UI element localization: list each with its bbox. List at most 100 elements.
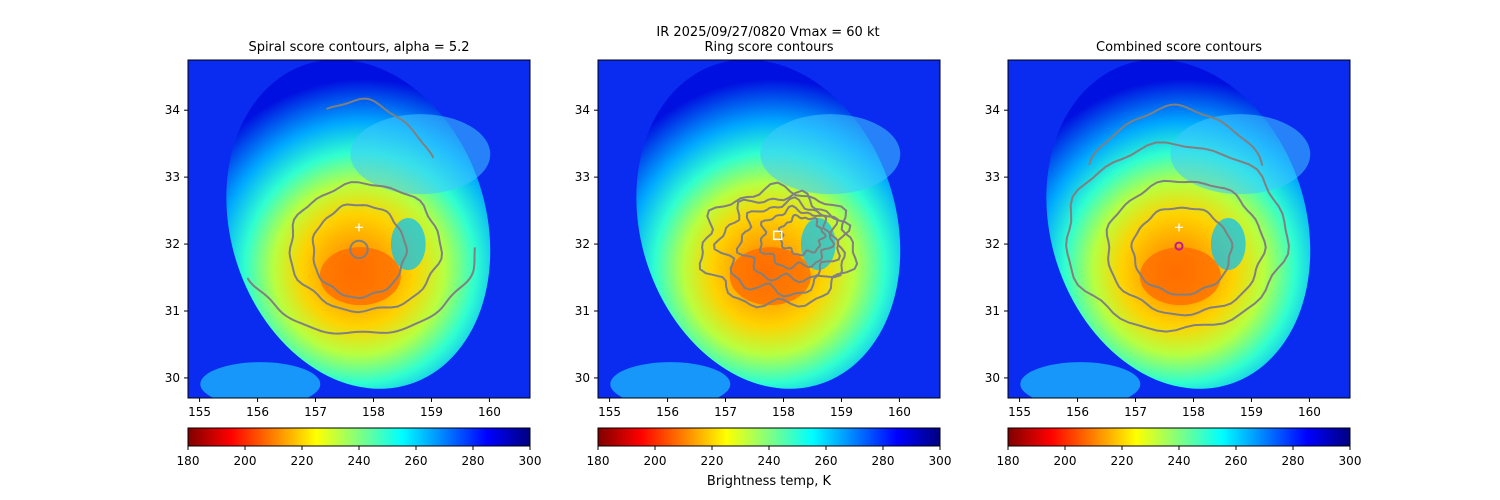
outer-band	[350, 114, 491, 195]
x-tick-label: 158	[772, 405, 795, 419]
x-tick-label: 159	[830, 405, 853, 419]
ir-image	[598, 60, 940, 398]
colorbar-tick-label: 240	[348, 454, 371, 468]
outer-band	[760, 114, 901, 195]
outer-band	[1170, 114, 1311, 195]
center-cross-marker	[1175, 223, 1183, 232]
contour-line	[246, 247, 476, 335]
center-circle-marker	[1174, 241, 1184, 251]
panel-2: Ring score contours 155 156 157 158 159 160 30 3…	[575, 40, 952, 468]
y-tick-label: 30	[165, 371, 180, 385]
y-tick-label: 33	[575, 170, 590, 184]
y-tick-label: 31	[575, 304, 590, 318]
x-tick-label: 160	[888, 405, 911, 419]
contour-line	[349, 239, 369, 260]
x-tick-label: 156	[656, 405, 679, 419]
contour-line	[311, 203, 409, 300]
y-tick-label: 30	[575, 371, 590, 385]
outer-band	[1020, 362, 1141, 398]
colorbar	[187, 427, 531, 447]
y-tick-label: 32	[575, 237, 590, 251]
contour-line	[735, 196, 841, 284]
panel-3: Combined score contours 155 156 157 158 159 16…	[985, 40, 1362, 468]
panel-title: Combined score contours	[1096, 40, 1262, 55]
panel-title: Spiral score contours, alpha = 5.2	[248, 40, 469, 55]
x-tick-label: 155	[1008, 405, 1031, 419]
colorbar-tick-label: 280	[872, 454, 895, 468]
axes-frame	[187, 59, 531, 399]
x-tick-label: 158	[1182, 405, 1205, 419]
colorbar-tick-label: 260	[815, 454, 838, 468]
y-tick-label: 34	[165, 103, 180, 117]
x-tick-label: 160	[1298, 405, 1321, 419]
contours	[1065, 103, 1290, 333]
x-tick-label: 158	[362, 405, 385, 419]
outer-band	[200, 362, 321, 398]
contour-line	[1065, 141, 1290, 333]
colorbar-tick-label: 200	[644, 454, 667, 468]
cold-core	[1139, 247, 1221, 306]
panel-1: Spiral score contours, alpha = 5.2 155 156…	[165, 40, 542, 468]
contour-line	[1088, 103, 1264, 166]
contour-line	[759, 204, 836, 270]
eye-region	[1210, 217, 1246, 271]
colorbar-tick-label: 220	[701, 454, 724, 468]
axes-frame	[1007, 59, 1351, 399]
center-cross-marker	[355, 223, 363, 232]
y-tick-label: 34	[985, 103, 1000, 117]
colorbar-tick-label: 180	[177, 454, 200, 468]
contour-line	[1105, 179, 1267, 317]
colorbar-tick-label: 200	[234, 454, 257, 468]
contour-line	[713, 189, 852, 298]
colorbar	[597, 427, 941, 447]
y-tick-label: 32	[165, 237, 180, 251]
x-tick-label: 157	[1124, 405, 1147, 419]
outer-band	[610, 362, 731, 398]
colorbar-label: Brightness temp, K	[707, 474, 832, 489]
y-tick-label: 33	[165, 170, 180, 184]
x-tick-label: 157	[304, 405, 327, 419]
y-tick-label: 31	[985, 304, 1000, 318]
contours	[698, 181, 859, 309]
y-tick-label: 33	[985, 170, 1000, 184]
ir-image	[188, 60, 530, 398]
contours	[246, 97, 476, 335]
contour-line	[326, 97, 435, 159]
contour-line	[288, 181, 444, 314]
cold-core	[319, 247, 401, 306]
colorbar-tick-label: 260	[405, 454, 428, 468]
colorbar-tick-label: 180	[997, 454, 1020, 468]
x-tick-label: 156	[246, 405, 269, 419]
contour-line	[1130, 206, 1234, 296]
colorbar-tick-label: 300	[929, 454, 952, 468]
x-tick-label: 157	[714, 405, 737, 419]
colorbar-tick-label: 260	[1225, 454, 1248, 468]
colorbar-tick-label: 280	[1282, 454, 1305, 468]
y-tick-label: 32	[985, 237, 1000, 251]
y-tick-label: 30	[985, 371, 1000, 385]
y-tick-label: 34	[575, 103, 590, 117]
figure-suptitle: IR 2025/09/27/0820 Vmax = 60 kt	[656, 25, 879, 40]
colorbar-tick-label: 300	[1339, 454, 1362, 468]
colorbar-tick-label: 280	[462, 454, 485, 468]
colorbar-tick-label: 180	[587, 454, 610, 468]
x-tick-label: 155	[598, 405, 621, 419]
colorbar-tick-label: 300	[519, 454, 542, 468]
colorbar-tick-label: 240	[1168, 454, 1191, 468]
panel-title: Ring score contours	[704, 40, 833, 55]
contour-line	[777, 213, 827, 257]
colorbar-tick-label: 220	[291, 454, 314, 468]
y-tick-label: 31	[165, 304, 180, 318]
x-tick-label: 156	[1066, 405, 1089, 419]
colorbar-tick-label: 240	[758, 454, 781, 468]
x-tick-label: 159	[420, 405, 443, 419]
x-tick-label: 159	[1240, 405, 1263, 419]
x-tick-label: 155	[188, 405, 211, 419]
colorbar-tick-label: 200	[1054, 454, 1077, 468]
axes-frame	[597, 59, 941, 399]
colorbar-tick-label: 220	[1111, 454, 1134, 468]
colorbar	[1007, 427, 1351, 447]
center-square-marker	[772, 230, 783, 241]
x-tick-label: 160	[478, 405, 501, 419]
